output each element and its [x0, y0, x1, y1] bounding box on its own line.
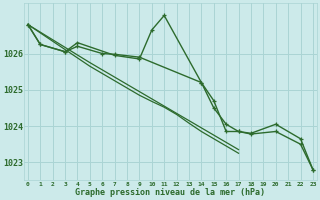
X-axis label: Graphe pression niveau de la mer (hPa): Graphe pression niveau de la mer (hPa)	[76, 188, 265, 197]
